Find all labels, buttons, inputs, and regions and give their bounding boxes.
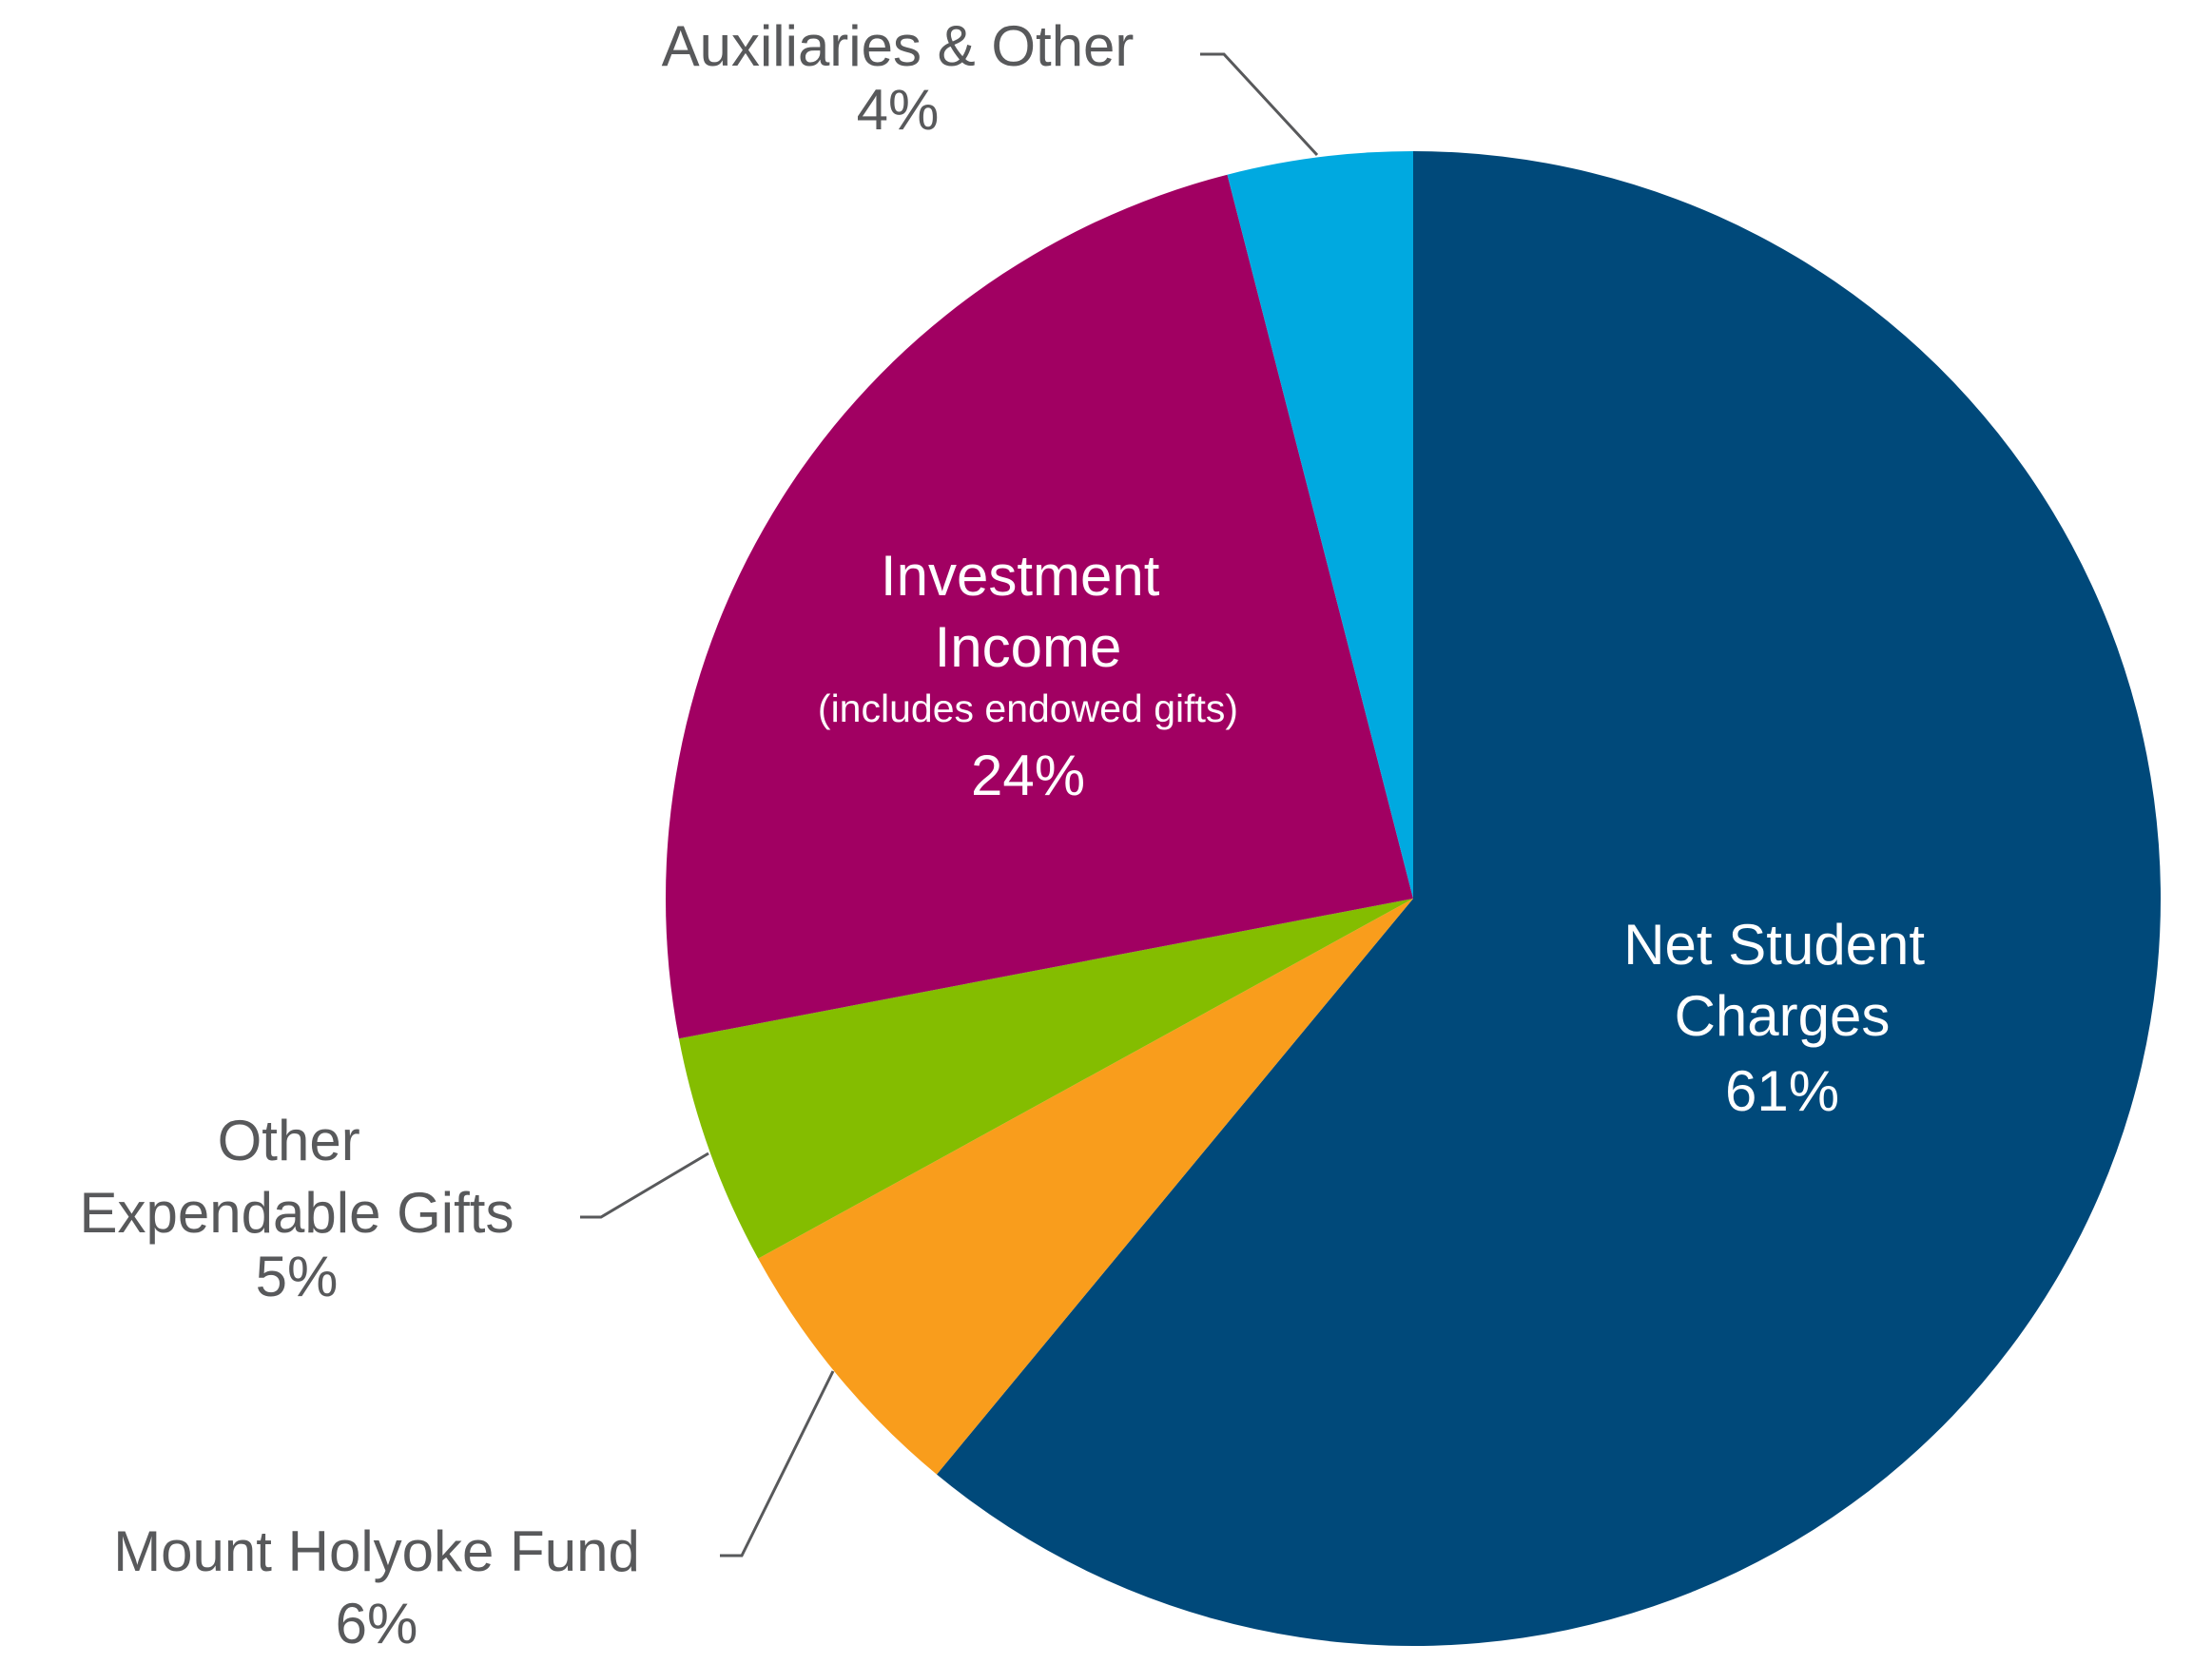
slice-label: Mount Holyoke Fund [113,1519,640,1583]
slice-label: Net Student Charges [1623,913,1941,1048]
leader-line [720,1370,835,1558]
leader-line [1200,52,1319,157]
pie-slice [758,899,1413,1475]
pie-slice [665,174,1413,1039]
pie-slice [936,151,2162,1647]
value-label: 4% [857,78,940,142]
slice-label: Auxiliaries & Other [662,14,1135,78]
pie-slice [678,899,1413,1259]
slice-annotation: (includes endowed gifts) [818,687,1238,730]
pie-slice [1227,151,1413,899]
value-label: 61% [1725,1059,1839,1123]
value-label: 5% [256,1245,339,1308]
value-label: 6% [336,1592,418,1655]
slice-label: Other Expendable Gifts [80,1109,514,1245]
leader-line [580,1151,709,1219]
value-label: 24% [971,744,1085,807]
slice-label: Investment Income [881,544,1175,679]
